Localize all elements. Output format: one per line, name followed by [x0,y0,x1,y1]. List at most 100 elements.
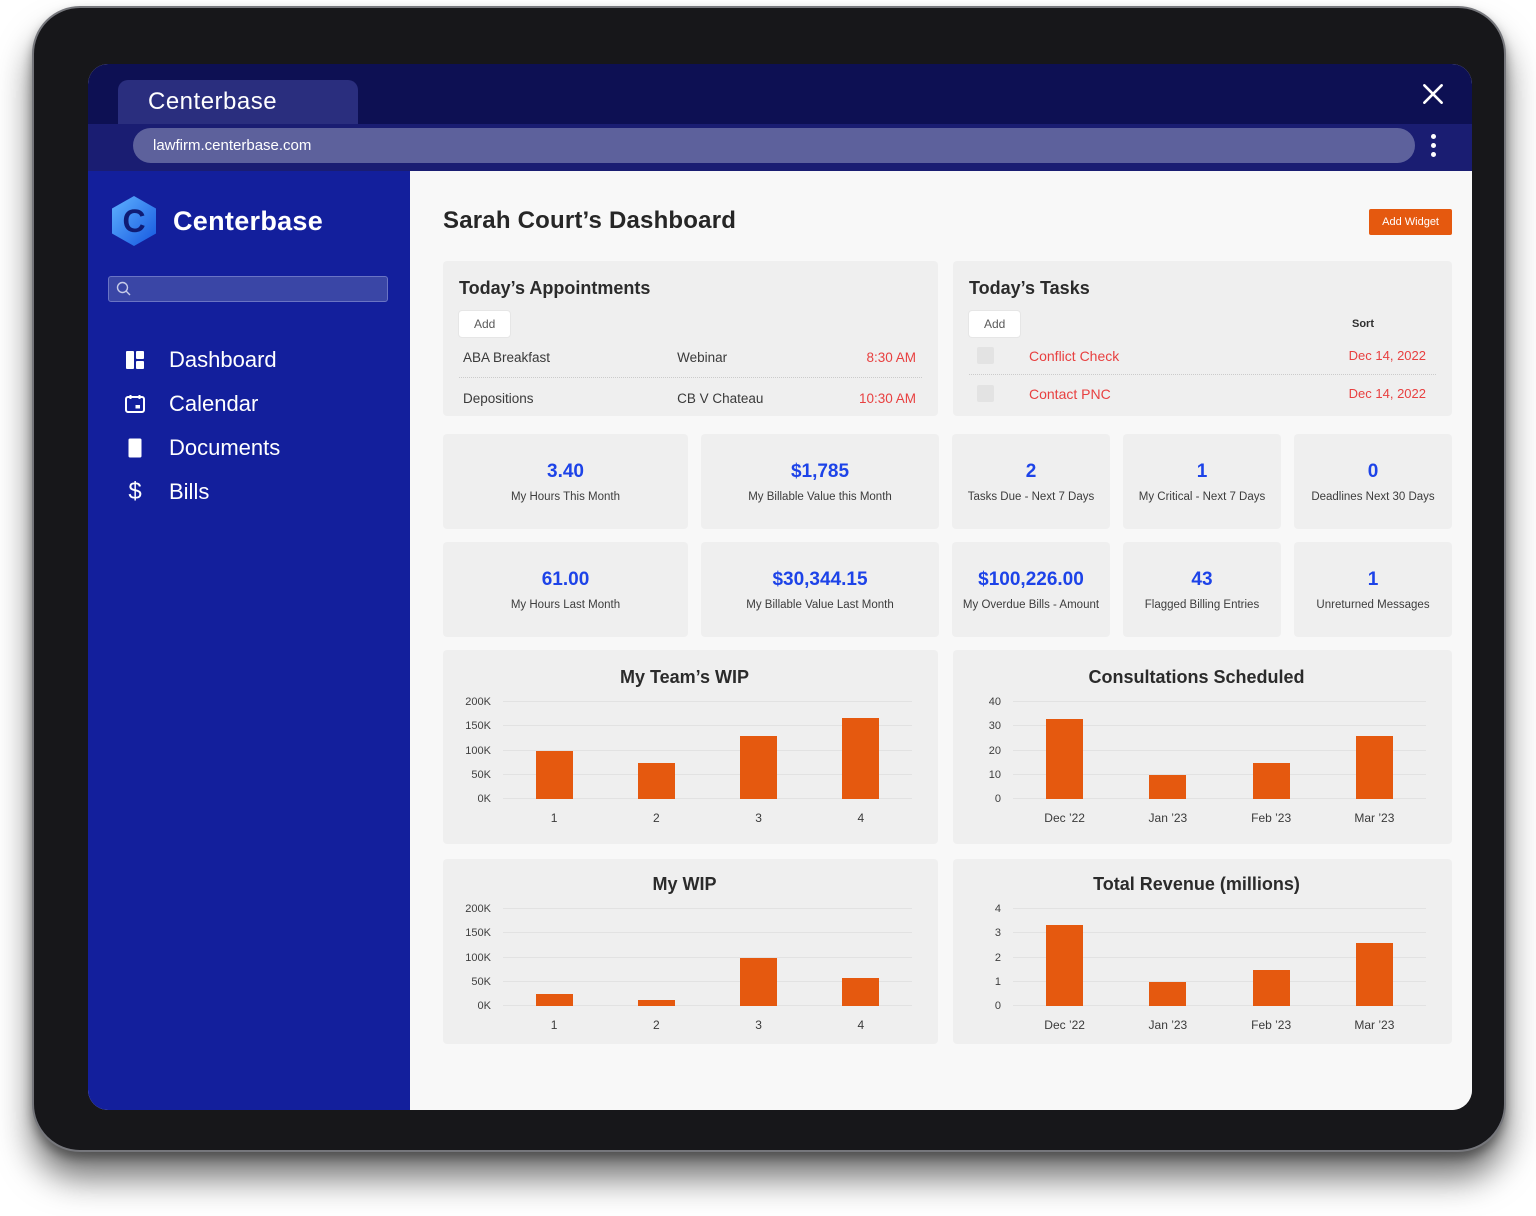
stat-tile[interactable]: $100,226.00 My Overdue Bills - Amount [952,542,1110,637]
y-axis-tick: 200K [465,696,491,708]
kebab-menu-icon[interactable] [1427,130,1440,161]
bar[interactable] [1252,969,1290,1006]
task-checkbox[interactable] [977,347,994,364]
bar-cell [1116,702,1219,799]
close-icon[interactable] [1420,81,1446,107]
bar[interactable] [740,957,778,1006]
main-content: Sarah Court’s Dashboard Add Widget Today… [410,171,1472,1110]
x-axis-label: Dec ’22 [1044,1018,1085,1032]
stat-tile[interactable]: $30,344.15 My Billable Value Last Month [701,542,939,637]
y-axis-tick: 0K [477,1000,491,1012]
chart-my-teams-wip: My Team’s WIP 200K 150K 100K 50K 0K 1 2 3 4 [443,650,938,844]
bar[interactable] [637,762,675,799]
task-row[interactable]: Contact PNC Dec 14, 2022 [969,374,1436,412]
add-task-button[interactable]: Add [969,311,1021,337]
y-axis-tick: 100K [465,951,491,964]
brand-name: Centerbase [173,205,324,236]
stat-label: My Critical - Next 7 Days [1138,490,1266,503]
task-row[interactable]: Conflict Check Dec 14, 2022 [969,337,1436,374]
bar[interactable] [842,978,880,1006]
stat-tile[interactable]: 3.40 My Hours This Month [443,434,688,529]
x-axis-labels: 1 2 3 4 [503,811,912,825]
gridline [503,956,912,958]
chart-plot-area: 200K 150K 100K 50K 0K [457,903,912,1012]
brand: C Centerbase [108,195,388,247]
bar-cell [503,702,605,799]
sidebar-item-dashboard[interactable]: Dashboard [122,338,388,382]
x-axis-label: 4 [857,1018,865,1032]
gridline [1013,798,1426,799]
stat-label: My Billable Value this Month [748,490,892,503]
x-axis-label: Dec ’22 [1044,811,1085,825]
gridline [503,908,912,909]
search-input[interactable] [108,276,388,302]
bar[interactable] [1355,942,1393,1006]
bar-cell [810,702,912,799]
x-axis-label: 4 [857,811,865,825]
stat-label: Deadlines Next 30 Days [1311,490,1435,503]
sort-label[interactable]: Sort [1352,318,1374,330]
gridline [503,1005,912,1006]
appointments-card: Today’s Appointments Add ABA Breakfast We… [443,261,938,416]
bar-cell [1323,909,1426,1006]
gridline [1013,701,1426,702]
appointment-name: ABA Breakfast [463,350,551,365]
task-checkbox[interactable] [977,385,994,402]
browser-tab-bar: Centerbase [88,64,1472,124]
bar[interactable] [1046,924,1084,1006]
bar[interactable] [535,750,573,799]
stat-label: Unreturned Messages [1316,598,1430,611]
gridline [1013,773,1426,775]
stat-tile[interactable]: 0 Deadlines Next 30 Days [1294,434,1452,529]
task-name: Contact PNC [1029,385,1111,402]
add-appointment-button[interactable]: Add [459,311,511,337]
tab-title: Centerbase [148,88,278,115]
document-icon [122,437,148,459]
bar-cell [1116,909,1219,1006]
sidebar-item-label: Dashboard [169,347,277,372]
appointment-row[interactable]: ABA Breakfast Webinar 8:30 AM [459,337,922,377]
browser-window: Centerbase lawfirm.centerbase.com [88,64,1472,1110]
bar[interactable] [637,1000,675,1006]
bar[interactable] [1355,735,1393,799]
sidebar-item-calendar[interactable]: Calendar [122,382,388,426]
bars [1013,909,1426,1006]
centerbase-logo-icon: C [112,196,156,246]
sidebar-item-documents[interactable]: Documents [122,426,388,470]
gridline [503,725,912,727]
calendar-icon [122,393,148,415]
bar[interactable] [1252,762,1290,799]
stat-tile[interactable]: 1 My Critical - Next 7 Days [1123,434,1281,529]
y-axis-tick: 4 [994,903,1001,915]
bar[interactable] [740,735,778,799]
chart-title: My Team’s WIP [619,667,750,687]
appointment-row[interactable]: Depositions CB V Chateau 10:30 AM [459,377,922,418]
stat-label: My Billable Value Last Month [746,598,894,611]
bar[interactable] [535,993,573,1006]
browser-address-bar: lawfirm.centerbase.com [88,124,1472,171]
bar[interactable] [1149,981,1187,1006]
stat-tile[interactable]: 2 Tasks Due - Next 7 Days [952,434,1110,529]
bar[interactable] [842,718,880,799]
stat-tile[interactable]: 43 Flagged Billing Entries [1123,542,1281,637]
y-axis-tick: 3 [994,927,1001,940]
sidebar-item-bills[interactable]: $ Bills [122,470,388,514]
gridline [1013,908,1426,909]
stat-tile[interactable]: 61.00 My Hours Last Month [443,542,688,637]
y-axis-tick: 10 [988,768,1001,781]
bar-cell [810,909,912,1006]
stat-tiles-row-2: 61.00 My Hours Last Month $30,344.15 My Bil… [443,542,1452,637]
bar[interactable] [1149,774,1187,799]
browser-tab[interactable]: Centerbase [118,80,358,124]
chart-plot-area: 40 30 20 10 0 [967,696,1426,805]
x-axis-label: Feb ’23 [1251,811,1292,825]
url-input[interactable]: lawfirm.centerbase.com [133,128,1415,163]
stat-tile[interactable]: $1,785 My Billable Value this Month [701,434,939,529]
y-axis-tick: 0 [994,1000,1001,1012]
x-axis-labels: Dec ’22 Jan ’23 Feb ’23 Mar ’23 [1013,1018,1426,1032]
bar[interactable] [1046,718,1084,799]
plot [503,701,912,799]
gridline [1013,725,1426,727]
add-widget-button[interactable]: Add Widget [1369,209,1452,235]
stat-tile[interactable]: 1 Unreturned Messages [1294,542,1452,637]
